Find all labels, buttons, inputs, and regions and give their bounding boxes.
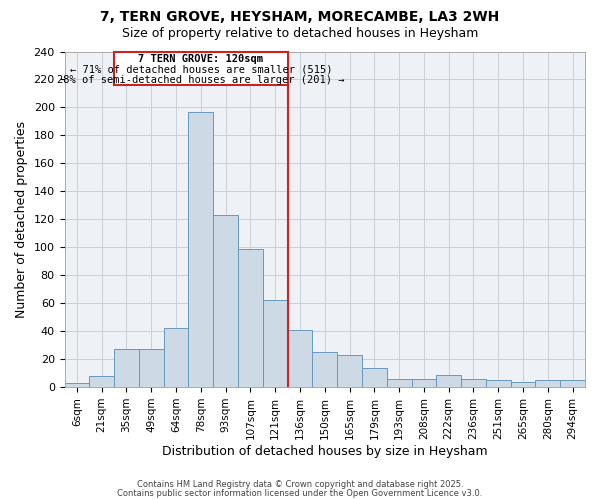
Bar bbox=[139, 350, 164, 387]
X-axis label: Distribution of detached houses by size in Heysham: Distribution of detached houses by size … bbox=[162, 444, 488, 458]
Bar bbox=[65, 383, 89, 387]
Text: 7, TERN GROVE, HEYSHAM, MORECAMBE, LA3 2WH: 7, TERN GROVE, HEYSHAM, MORECAMBE, LA3 2… bbox=[100, 10, 500, 24]
Text: Contains public sector information licensed under the Open Government Licence v3: Contains public sector information licen… bbox=[118, 488, 482, 498]
Text: 28% of semi-detached houses are larger (201) →: 28% of semi-detached houses are larger (… bbox=[57, 74, 344, 85]
Bar bbox=[387, 378, 412, 387]
Bar bbox=[114, 350, 139, 387]
Y-axis label: Number of detached properties: Number of detached properties bbox=[15, 121, 28, 318]
Bar bbox=[337, 355, 362, 387]
Text: 7 TERN GROVE: 120sqm: 7 TERN GROVE: 120sqm bbox=[139, 54, 263, 64]
Bar bbox=[164, 328, 188, 387]
Bar bbox=[89, 376, 114, 387]
Bar bbox=[486, 380, 511, 387]
Text: Contains HM Land Registry data © Crown copyright and database right 2025.: Contains HM Land Registry data © Crown c… bbox=[137, 480, 463, 489]
Bar bbox=[461, 378, 486, 387]
Bar bbox=[412, 378, 436, 387]
Text: Size of property relative to detached houses in Heysham: Size of property relative to detached ho… bbox=[122, 28, 478, 40]
Bar bbox=[188, 112, 213, 387]
FancyBboxPatch shape bbox=[114, 52, 287, 85]
Bar bbox=[362, 368, 387, 387]
Bar bbox=[436, 374, 461, 387]
Bar bbox=[313, 352, 337, 387]
Bar bbox=[263, 300, 287, 387]
Bar bbox=[213, 215, 238, 387]
Text: ← 71% of detached houses are smaller (515): ← 71% of detached houses are smaller (51… bbox=[70, 64, 332, 74]
Bar bbox=[511, 382, 535, 387]
Bar bbox=[560, 380, 585, 387]
Bar bbox=[238, 248, 263, 387]
Bar bbox=[535, 380, 560, 387]
Bar bbox=[287, 330, 313, 387]
